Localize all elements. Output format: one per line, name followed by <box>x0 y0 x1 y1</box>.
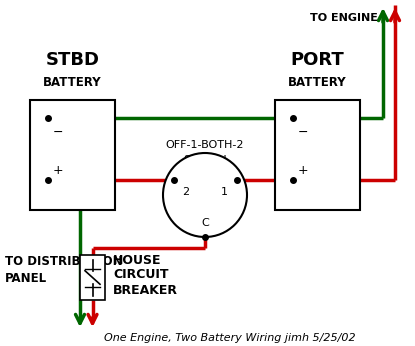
Text: +: + <box>53 164 63 176</box>
Text: −: − <box>298 126 308 138</box>
Bar <box>80 255 105 300</box>
Circle shape <box>163 153 247 237</box>
Text: BREAKER: BREAKER <box>113 283 178 297</box>
Text: BATTERY: BATTERY <box>43 75 102 89</box>
Text: 2: 2 <box>183 187 190 197</box>
Text: 1: 1 <box>220 187 227 197</box>
Bar <box>275 100 360 210</box>
Text: +: + <box>298 164 309 176</box>
Text: HOUSE: HOUSE <box>113 254 161 266</box>
Bar <box>30 100 115 210</box>
Text: STBD: STBD <box>46 51 100 69</box>
Text: BATTERY: BATTERY <box>288 75 347 89</box>
Text: OFF-1-BOTH-2: OFF-1-BOTH-2 <box>166 140 244 150</box>
Text: SWITCH: SWITCH <box>183 155 227 165</box>
Text: One Engine, Two Battery Wiring jimh 5/25/02: One Engine, Two Battery Wiring jimh 5/25… <box>104 333 356 343</box>
Text: C: C <box>201 218 209 228</box>
Text: PORT: PORT <box>290 51 344 69</box>
Text: CIRCUIT: CIRCUIT <box>113 268 168 282</box>
Text: −: − <box>53 126 63 138</box>
Text: TO ENGINE: TO ENGINE <box>310 13 378 23</box>
Text: TO DISTRIBUTION
PANEL: TO DISTRIBUTION PANEL <box>5 255 122 285</box>
